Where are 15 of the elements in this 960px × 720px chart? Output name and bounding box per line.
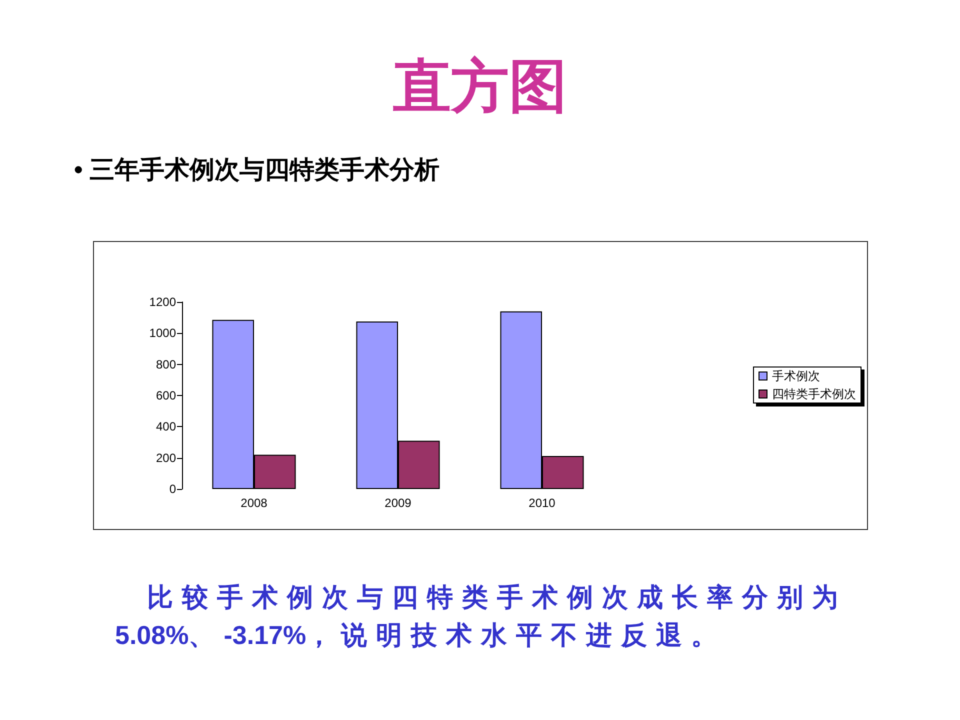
legend-label: 手术例次: [772, 369, 820, 383]
chart-title: 直方图: [392, 53, 568, 121]
x-tick-label: 2009: [384, 496, 412, 510]
y-tick-label: 400: [156, 420, 176, 434]
y-tick-label: 800: [156, 357, 176, 372]
y-tick-label: 1200: [149, 295, 176, 309]
x-tick-label: 2008: [240, 496, 268, 510]
y-tick-label: 600: [156, 388, 176, 402]
text: 比较手术例次与四特类手术例次成长率分别为5.08%、-3.17%，说明技术水平不进反退。: [115, 582, 847, 650]
y-tick-label: 200: [156, 450, 176, 465]
y-tick-label: 1000: [149, 326, 176, 340]
x-tick-label: 2010: [528, 496, 556, 510]
chart-subtitle: • 三年手术例次与四特类手术分析: [74, 155, 440, 186]
legend-label: 四特类手术例次: [772, 387, 856, 401]
y-tick-label: 0: [169, 482, 176, 496]
